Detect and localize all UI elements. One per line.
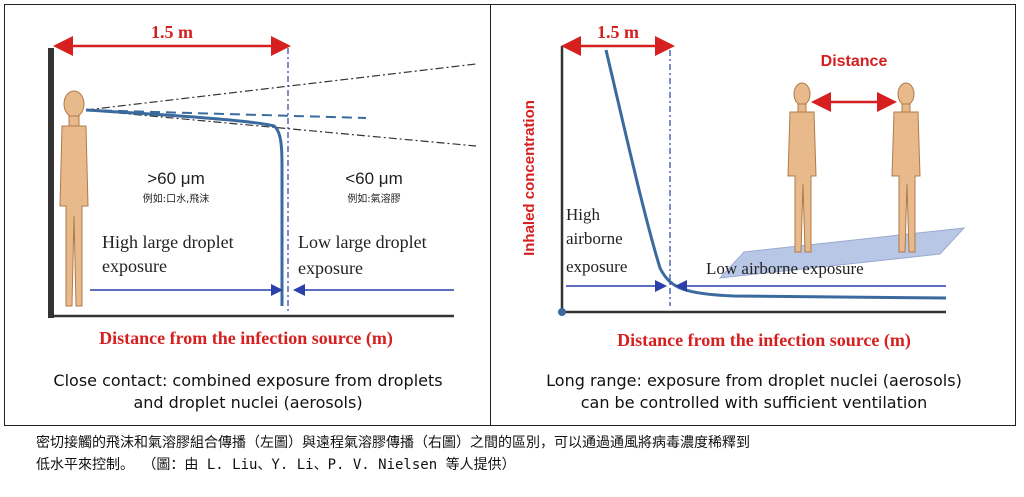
concentration-curve bbox=[604, 49, 947, 300]
person-left bbox=[787, 82, 817, 253]
distance-label: 1.5 m bbox=[151, 22, 193, 42]
right-caption: Long range: exposure from droplet nuclei… bbox=[494, 370, 1014, 414]
large-size-label: >60 μm bbox=[147, 169, 205, 188]
right-distance-label: 1.5 m bbox=[597, 22, 639, 42]
panel-divider bbox=[490, 4, 491, 426]
high-exposure-line1: High large droplet bbox=[102, 232, 234, 252]
right-caption-line2: can be controlled with sufficient ventil… bbox=[580, 393, 928, 412]
footnote-line1: 密切接觸的飛沫和氣溶膠組合傳播（左圖）與遠程氣溶膠傳播（右圖）之間的區別，可以通… bbox=[36, 435, 750, 451]
right-xaxis-label: Distance from the infection source (m) bbox=[617, 330, 911, 351]
left-caption: Close contact: combined exposure from dr… bbox=[10, 370, 486, 414]
low-exposure-line1: Low large droplet bbox=[298, 232, 427, 252]
person-right bbox=[891, 82, 921, 253]
droplet-curve bbox=[85, 108, 284, 306]
low-exposure-line2: exposure bbox=[298, 258, 363, 278]
person-figure bbox=[59, 90, 89, 307]
figure-frame bbox=[4, 4, 1016, 426]
people-distance-label: Distance bbox=[821, 53, 888, 70]
center-dashed-line bbox=[85, 109, 367, 119]
high-airborne-line1: High bbox=[566, 205, 601, 224]
footnote-line2: 低水平來控制。 （圖：由 L. Liu、Y. Li、P. V. Nielsen … bbox=[36, 457, 516, 473]
right-panel-diagram: Inhaled concentration 1.5 m High airborn… bbox=[521, 22, 966, 351]
high-airborne-line3: exposure bbox=[566, 257, 627, 276]
small-size-example: 例如:氣溶膠 bbox=[347, 192, 400, 205]
right-caption-line1: Long range: exposure from droplet nuclei… bbox=[546, 371, 962, 390]
low-airborne-label: Low airborne exposure bbox=[706, 259, 864, 278]
small-size-label: <60 μm bbox=[345, 169, 403, 188]
lower-cone-line bbox=[85, 109, 477, 147]
large-size-example: 例如:口水,飛沫 bbox=[143, 192, 210, 205]
high-exposure-line2: exposure bbox=[102, 256, 167, 276]
left-xaxis-label: Distance from the infection source (m) bbox=[99, 328, 393, 349]
high-airborne-line2: airborne bbox=[566, 229, 623, 248]
left-panel-diagram: 1.5 m >60 μm 例如:口水,飛沫 <60 μm 例如:氣溶膠 High… bbox=[48, 22, 477, 349]
yaxis-label: Inhaled concentration bbox=[521, 100, 538, 256]
wall bbox=[48, 48, 54, 318]
left-caption-line2: and droplet nuclei (aerosols) bbox=[133, 393, 363, 412]
origin-dot bbox=[558, 308, 566, 316]
upper-cone-line bbox=[85, 63, 477, 111]
left-caption-line1: Close contact: combined exposure from dr… bbox=[53, 371, 443, 390]
footnote: 密切接觸的飛沫和氣溶膠組合傳播（左圖）與遠程氣溶膠傳播（右圖）之間的區別，可以通… bbox=[36, 432, 996, 476]
